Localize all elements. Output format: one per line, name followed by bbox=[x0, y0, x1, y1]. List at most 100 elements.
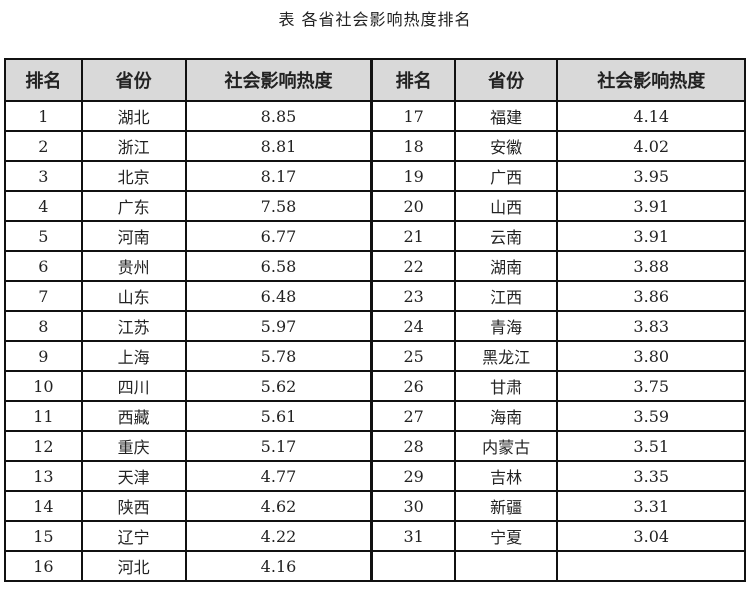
cell-value: 3.04 bbox=[556, 520, 746, 552]
cell-rank: 10 bbox=[4, 370, 83, 402]
cell-rank: 30 bbox=[370, 490, 456, 522]
cell-value: 8.85 bbox=[184, 100, 373, 132]
cell-province: 山西 bbox=[453, 190, 559, 222]
cell-province bbox=[453, 550, 559, 582]
cell-rank: 3 bbox=[4, 160, 83, 192]
cell-rank: 24 bbox=[370, 310, 456, 342]
cell-rank: 20 bbox=[370, 190, 456, 222]
cell-value: 3.80 bbox=[556, 340, 746, 372]
cell-value: 5.78 bbox=[184, 340, 373, 372]
table-row: 14 陕西 4.62 30 新疆 3.31 bbox=[4, 490, 746, 522]
cell-rank: 5 bbox=[4, 220, 83, 252]
cell-rank: 11 bbox=[4, 400, 83, 432]
table-row: 10 四川 5.62 26 甘肃 3.75 bbox=[4, 370, 746, 402]
header-province: 省份 bbox=[80, 58, 187, 102]
cell-rank: 19 bbox=[370, 160, 456, 192]
cell-province: 青海 bbox=[453, 310, 559, 342]
cell-value: 3.35 bbox=[556, 460, 746, 492]
cell-value: 6.77 bbox=[184, 220, 373, 252]
cell-province: 贵州 bbox=[80, 250, 187, 282]
cell-rank: 29 bbox=[370, 460, 456, 492]
cell-value: 3.75 bbox=[556, 370, 746, 402]
cell-province: 浙江 bbox=[80, 130, 187, 162]
table-row: 7 山东 6.48 23 江西 3.86 bbox=[4, 280, 746, 312]
cell-province: 北京 bbox=[80, 160, 187, 192]
table-row: 1 湖北 8.85 17 福建 4.14 bbox=[4, 100, 746, 132]
cell-rank: 7 bbox=[4, 280, 83, 312]
cell-province: 云南 bbox=[453, 220, 559, 252]
cell-province: 湖北 bbox=[80, 100, 187, 132]
cell-province: 新疆 bbox=[453, 490, 559, 522]
table-row: 4 广东 7.58 20 山西 3.91 bbox=[4, 190, 746, 222]
cell-rank: 17 bbox=[370, 100, 456, 132]
cell-province: 江苏 bbox=[80, 310, 187, 342]
cell-value: 4.77 bbox=[184, 460, 373, 492]
cell-value: 3.91 bbox=[556, 220, 746, 252]
table-row: 11 西藏 5.61 27 海南 3.59 bbox=[4, 400, 746, 432]
cell-province: 陕西 bbox=[80, 490, 187, 522]
cell-rank: 16 bbox=[4, 550, 83, 582]
cell-rank: 1 bbox=[4, 100, 83, 132]
cell-value: 7.58 bbox=[184, 190, 373, 222]
cell-value: 3.83 bbox=[556, 310, 746, 342]
table-row: 12 重庆 5.17 28 内蒙古 3.51 bbox=[4, 430, 746, 462]
cell-rank: 14 bbox=[4, 490, 83, 522]
cell-value: 6.48 bbox=[184, 280, 373, 312]
cell-rank: 23 bbox=[370, 280, 456, 312]
cell-province: 西藏 bbox=[80, 400, 187, 432]
cell-value: 4.14 bbox=[556, 100, 746, 132]
cell-value bbox=[556, 550, 746, 582]
cell-rank: 13 bbox=[4, 460, 83, 492]
cell-province: 安徽 bbox=[453, 130, 559, 162]
table-title: 表 各省社会影响热度排名 bbox=[278, 10, 472, 29]
cell-province: 天津 bbox=[80, 460, 187, 492]
cell-province: 上海 bbox=[80, 340, 187, 372]
header-rank: 排名 bbox=[4, 58, 83, 102]
table-row: 16 河北 4.16 bbox=[4, 550, 746, 582]
cell-province: 山东 bbox=[80, 280, 187, 312]
cell-province: 江西 bbox=[453, 280, 559, 312]
cell-value: 5.97 bbox=[184, 310, 373, 342]
table-row: 3 北京 8.17 19 广西 3.95 bbox=[4, 160, 746, 192]
cell-rank: 9 bbox=[4, 340, 83, 372]
cell-value: 4.62 bbox=[184, 490, 373, 522]
cell-value: 3.91 bbox=[556, 190, 746, 222]
cell-province: 海南 bbox=[453, 400, 559, 432]
cell-rank: 21 bbox=[370, 220, 456, 252]
header-rank: 排名 bbox=[370, 58, 456, 102]
cell-value: 3.51 bbox=[556, 430, 746, 462]
cell-province: 广西 bbox=[453, 160, 559, 192]
cell-value: 4.02 bbox=[556, 130, 746, 162]
cell-rank: 4 bbox=[4, 190, 83, 222]
cell-value: 3.31 bbox=[556, 490, 746, 522]
table-row: 13 天津 4.77 29 吉林 3.35 bbox=[4, 460, 746, 492]
cell-value: 8.81 bbox=[184, 130, 373, 162]
cell-rank: 6 bbox=[4, 250, 83, 282]
cell-rank: 12 bbox=[4, 430, 83, 462]
header-province: 省份 bbox=[453, 58, 559, 102]
cell-province: 河南 bbox=[80, 220, 187, 252]
cell-value: 4.16 bbox=[184, 550, 373, 582]
cell-value: 3.59 bbox=[556, 400, 746, 432]
cell-province: 四川 bbox=[80, 370, 187, 402]
cell-value: 4.22 bbox=[184, 520, 373, 552]
cell-rank: 27 bbox=[370, 400, 456, 432]
cell-rank bbox=[370, 550, 456, 582]
cell-rank: 25 bbox=[370, 340, 456, 372]
cell-province: 辽宁 bbox=[80, 520, 187, 552]
cell-value: 5.61 bbox=[184, 400, 373, 432]
cell-value: 8.17 bbox=[184, 160, 373, 192]
cell-rank: 26 bbox=[370, 370, 456, 402]
cell-province: 湖南 bbox=[453, 250, 559, 282]
cell-province: 吉林 bbox=[453, 460, 559, 492]
ranking-table: 排名 省份 社会影响热度 排名 省份 社会影响热度 1 湖北 8.85 17 福建 4.1… bbox=[4, 58, 746, 582]
cell-value: 3.86 bbox=[556, 280, 746, 312]
cell-province: 黑龙江 bbox=[453, 340, 559, 372]
cell-value: 5.17 bbox=[184, 430, 373, 462]
table-row: 15 辽宁 4.22 31 宁夏 3.04 bbox=[4, 520, 746, 552]
table-row: 9 上海 5.78 25 黑龙江 3.80 bbox=[4, 340, 746, 372]
cell-value: 3.88 bbox=[556, 250, 746, 282]
cell-province: 河北 bbox=[80, 550, 187, 582]
cell-province: 福建 bbox=[453, 100, 559, 132]
table-row: 5 河南 6.77 21 云南 3.91 bbox=[4, 220, 746, 252]
